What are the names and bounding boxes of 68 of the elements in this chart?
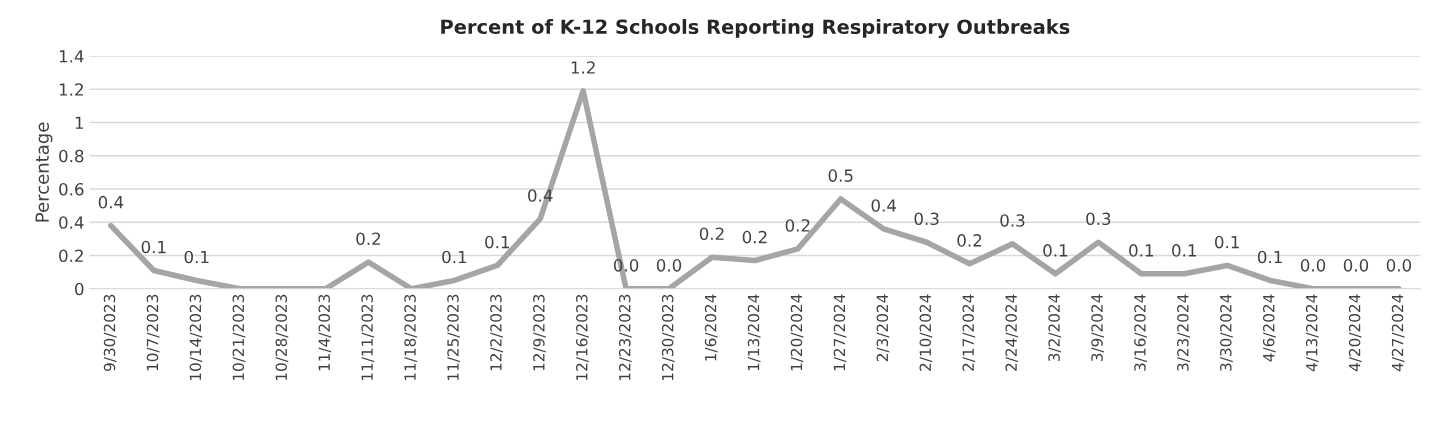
x-tick-label: 3/9/2024: [1091, 294, 1104, 362]
data-label: 0.1: [184, 250, 209, 264]
x-tick-label: 3/2/2024: [1048, 294, 1062, 362]
x-tick-label: 1/13/2024: [747, 294, 761, 371]
x-tick-label: 12/23/2023: [618, 294, 632, 381]
data-label: 0.2: [957, 234, 982, 247]
x-tick-label: 4/6/2024: [1262, 294, 1276, 362]
x-tick-label: 12/2/2023: [490, 294, 503, 371]
y-tick-label: 0.2: [59, 249, 83, 263]
y-tick-label: 1.4: [59, 50, 84, 63]
x-tick-label: 12/16/2023: [576, 294, 589, 381]
data-label: 0.1: [485, 235, 509, 249]
data-label: 0.1: [1215, 235, 1239, 249]
data-label: 0.4: [528, 189, 553, 202]
data-label: 0.0: [656, 259, 682, 272]
x-tick-label: 11/4/2023: [318, 294, 332, 371]
y-tick-label: 1: [75, 116, 83, 129]
x-tick-label: 3/30/2024: [1220, 294, 1233, 371]
y-axis-title: Percentage: [35, 122, 53, 222]
y-tick-label: 0: [75, 282, 84, 296]
x-tick-label: 1/6/2024: [704, 294, 718, 361]
data-label: 0.1: [1172, 244, 1196, 257]
data-label: 0.2: [785, 219, 810, 232]
x-tick-label: 11/18/2023: [404, 294, 418, 381]
data-label: 0.4: [98, 195, 124, 209]
data-label: 0.0: [1300, 259, 1326, 272]
y-tick-label: 0.4: [59, 216, 84, 229]
x-tick-label: 4/20/2024: [1348, 294, 1362, 372]
x-tick-label: 12/9/2023: [533, 294, 546, 371]
y-tick-label: 0.6: [59, 182, 84, 196]
chart-title: Percent of K-12 Schools Reporting Respiratory Outbreaks: [441, 19, 1070, 38]
data-label: 0.3: [914, 212, 939, 226]
data-label: 0.0: [1343, 259, 1369, 272]
x-tick-label: 1/20/2024: [790, 294, 804, 371]
x-tick-label: 12/30/2023: [661, 294, 675, 381]
data-label: 0.0: [1386, 259, 1412, 272]
x-tick-label: 3/23/2024: [1177, 294, 1190, 371]
x-tick-label: 2/24/2024: [1005, 294, 1019, 371]
data-label: 0.1: [1257, 250, 1282, 264]
data-label: 0.1: [141, 240, 166, 254]
data-label: 0.1: [442, 250, 467, 264]
x-tick-label: 3/16/2024: [1134, 294, 1147, 371]
x-tick-label: 10/14/2023: [189, 294, 203, 381]
x-tick-label: 2/10/2024: [919, 294, 933, 371]
x-tick-label: 11/25/2023: [447, 294, 460, 381]
x-tick-label: 10/7/2023: [146, 294, 160, 371]
data-label: 0.2: [699, 227, 724, 241]
x-tick-label: 4/27/2024: [1391, 294, 1405, 372]
x-tick-label: 10/28/2023: [275, 294, 289, 381]
data-label: 0.3: [1086, 212, 1111, 226]
x-tick-label: 11/11/2023: [361, 294, 375, 381]
data-label: 0.1: [1129, 244, 1154, 257]
x-tick-label: 10/21/2023: [232, 294, 246, 381]
x-tick-label: 4/13/2024: [1305, 294, 1319, 372]
x-tick-label: 2/3/2024: [876, 294, 890, 362]
data-label: 0.4: [871, 199, 897, 212]
x-tick-label: 2/17/2024: [962, 294, 976, 371]
x-tick-label: 1/27/2024: [833, 294, 847, 371]
data-label: 0.5: [828, 169, 853, 182]
data-label: 0.1: [1043, 244, 1068, 257]
data-label: 0.3: [1000, 214, 1025, 227]
data-label: 0.2: [356, 232, 381, 246]
data-label: 0.0: [613, 259, 639, 272]
data-label: 0.2: [742, 230, 767, 244]
data-label: 1.2: [571, 61, 595, 74]
y-tick-label: 0.8: [59, 149, 84, 163]
x-tick-label: 9/30/2023: [103, 294, 117, 372]
y-tick-label: 1.2: [59, 83, 83, 96]
